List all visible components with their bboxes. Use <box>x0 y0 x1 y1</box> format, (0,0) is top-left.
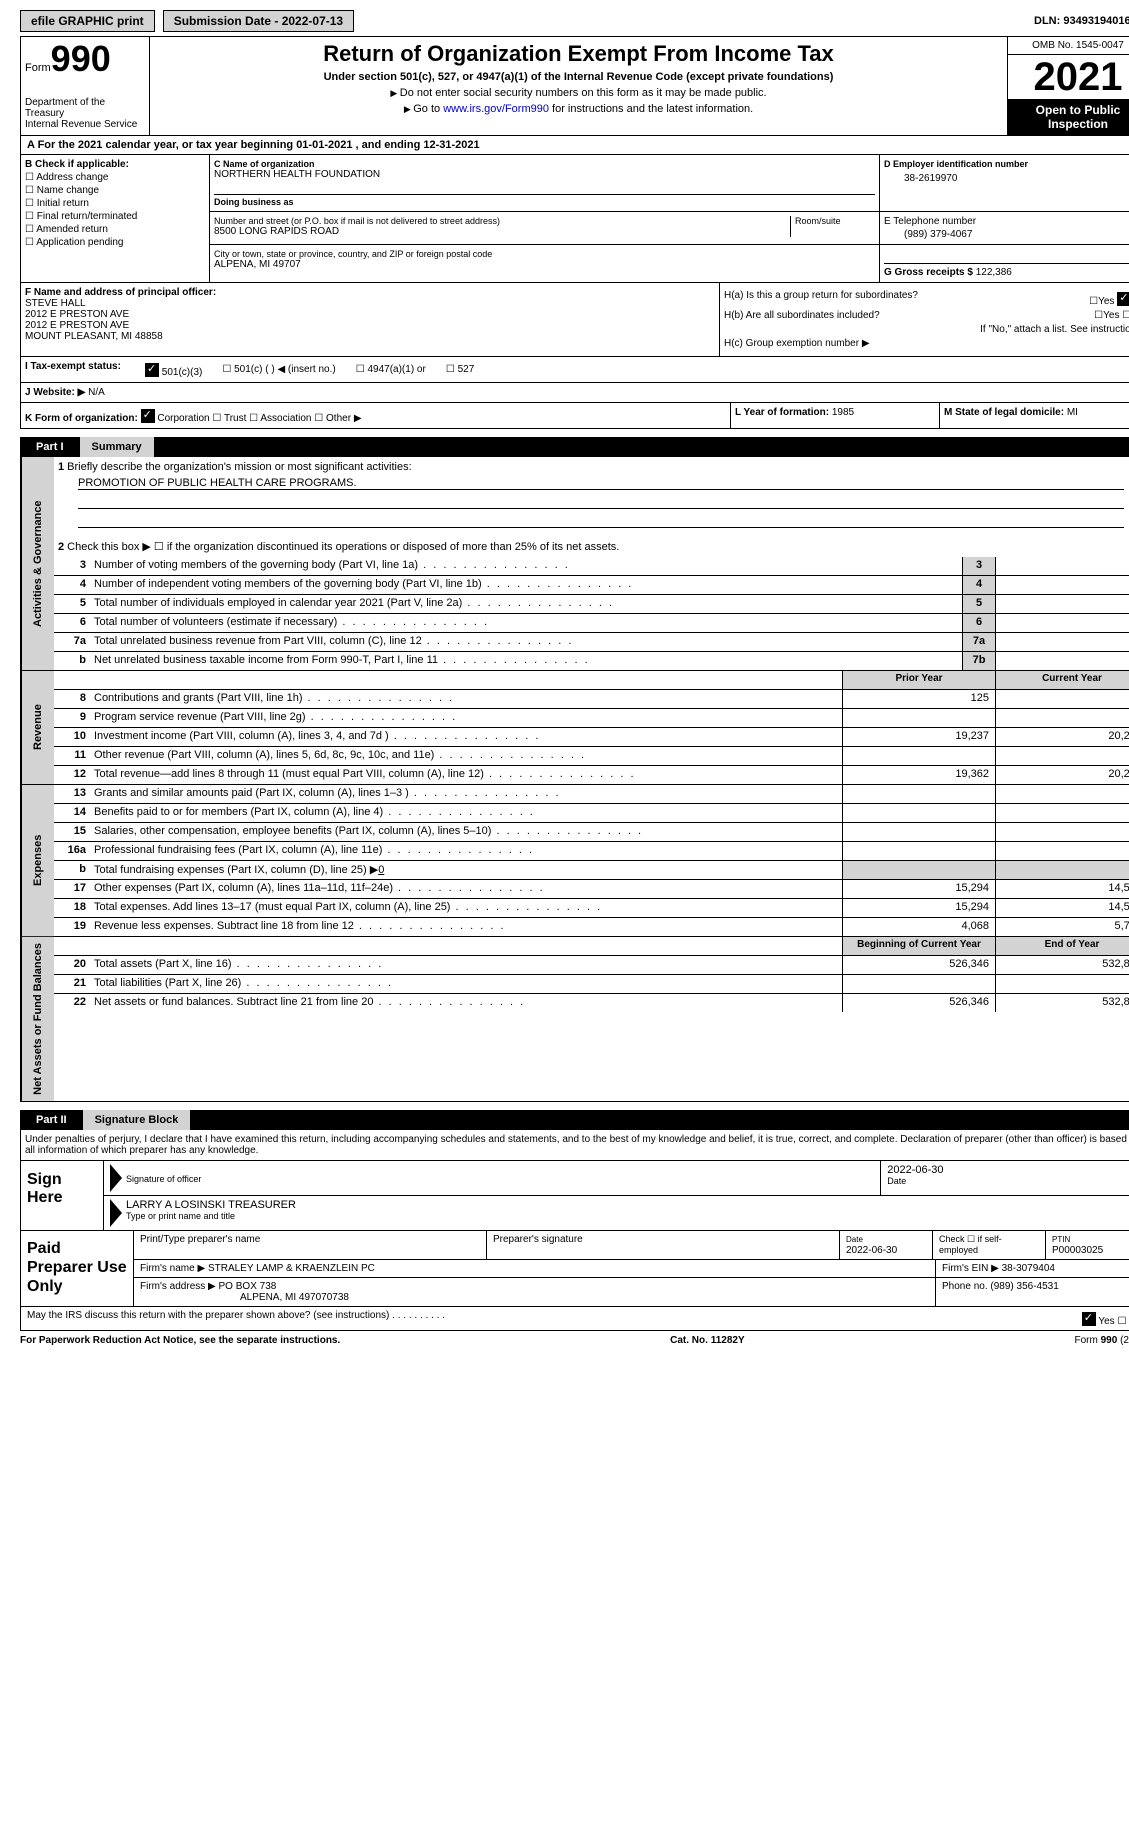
summary-line: bTotal fundraising expenses (Part IX, co… <box>54 861 1129 880</box>
form-header: Form990 Department of the Treasury Inter… <box>20 36 1129 136</box>
summary-line: 18Total expenses. Add lines 13–17 (must … <box>54 899 1129 918</box>
chk-initial-return[interactable]: ☐ Initial return <box>25 198 205 209</box>
chk-527[interactable]: ☐ 527 <box>446 364 474 375</box>
chk-app-pending[interactable]: ☐ Application pending <box>25 237 205 248</box>
form-title: Return of Organization Exempt From Incom… <box>154 41 1003 67</box>
summary-line: 15Salaries, other compensation, employee… <box>54 823 1129 842</box>
summary-section: RevenuePrior YearCurrent Year8Contributi… <box>20 671 1129 785</box>
dept-treasury: Department of the Treasury Internal Reve… <box>25 97 145 130</box>
summary-line: 7aTotal unrelated business revenue from … <box>54 633 1129 652</box>
section-side-label: Revenue <box>21 671 54 784</box>
box-i-status: I Tax-exempt status: 501(c)(3) ☐ 501(c) … <box>20 357 1129 383</box>
chk-discuss-yes[interactable] <box>1082 1312 1096 1326</box>
submission-date: Submission Date - 2022-07-13 <box>163 10 354 32</box>
irs-discuss-row: May the IRS discuss this return with the… <box>20 1307 1129 1331</box>
part-i-header: Part I Summary <box>20 437 1129 457</box>
omb-number: OMB No. 1545-0047 <box>1008 37 1129 55</box>
summary-line: 17Other expenses (Part IX, column (A), l… <box>54 880 1129 899</box>
section-side-label: Net Assets or Fund Balances <box>21 937 54 1101</box>
box-g-receipts: G Gross receipts $ 122,386 <box>879 245 1129 282</box>
irs-link[interactable]: www.irs.gov/Form990 <box>443 103 549 115</box>
summary-section: Expenses13Grants and similar amounts pai… <box>20 785 1129 937</box>
summary-line: 13Grants and similar amounts paid (Part … <box>54 785 1129 804</box>
summary-line: 3Number of voting members of the governi… <box>54 557 1129 576</box>
chk-501c[interactable]: ☐ 501(c) ( ) ◀ (insert no.) <box>222 364 335 375</box>
sign-here-block: Sign Here Signature of officer 2022-06-3… <box>20 1161 1129 1231</box>
box-l-year: L Year of formation: 1985 <box>730 403 939 428</box>
paperwork-notice: For Paperwork Reduction Act Notice, see … <box>20 1331 1129 1350</box>
box-m-state: M State of legal domicile: MI <box>939 403 1129 428</box>
open-public: Open to Public Inspection <box>1008 99 1129 135</box>
row-a-period: A For the 2021 calendar year, or tax yea… <box>20 136 1129 155</box>
chk-name-change[interactable]: ☐ Name change <box>25 185 205 196</box>
box-f-officer: F Name and address of principal officer:… <box>21 283 719 356</box>
section-side-label: Expenses <box>21 785 54 936</box>
chk-corp[interactable] <box>141 409 155 423</box>
summary-line: 20Total assets (Part X, line 16)526,3465… <box>54 956 1129 975</box>
part-ii-header: Part II Signature Block <box>20 1110 1129 1130</box>
note-goto: Go to www.irs.gov/Form990 for instructio… <box>154 103 1003 115</box>
dln: DLN: 93493194016242 <box>1034 15 1129 27</box>
chk-final-return[interactable]: ☐ Final return/terminated <box>25 211 205 222</box>
chk-4947[interactable]: ☐ 4947(a)(1) or <box>356 364 426 375</box>
chk-501c3[interactable]: 501(c)(3) <box>145 361 202 378</box>
form-subtitle: Under section 501(c), 527, or 4947(a)(1)… <box>154 71 1003 83</box>
form-word: Form <box>25 62 51 74</box>
box-b: B Check if applicable: ☐ Address change … <box>21 155 210 282</box>
box-c-city: City or town, state or province, country… <box>210 245 879 282</box>
form-number: 990 <box>51 38 111 79</box>
summary-line: 11Other revenue (Part VIII, column (A), … <box>54 747 1129 766</box>
box-c-address: Number and street (or P.O. box if mail i… <box>210 212 879 244</box>
summary-line: 19Revenue less expenses. Subtract line 1… <box>54 918 1129 936</box>
summary-line: 16aProfessional fundraising fees (Part I… <box>54 842 1129 861</box>
section-side-label: Activities & Governance <box>21 457 54 670</box>
perjury-statement: Under penalties of perjury, I declare th… <box>20 1130 1129 1161</box>
summary-line: 4Number of independent voting members of… <box>54 576 1129 595</box>
paid-preparer-block: Paid Preparer Use Only Print/Type prepar… <box>20 1231 1129 1307</box>
box-d-ein: D Employer identification number 38-2619… <box>879 155 1129 211</box>
box-h: H(a) Is this a group return for subordin… <box>719 283 1129 356</box>
summary-line: 5Total number of individuals employed in… <box>54 595 1129 614</box>
chk-amended[interactable]: ☐ Amended return <box>25 224 205 235</box>
summary-line: 8Contributions and grants (Part VIII, li… <box>54 690 1129 709</box>
box-e-phone: E Telephone number (989) 379-4067 <box>879 212 1129 244</box>
box-j-website: J Website: ▶ N/A <box>20 383 1129 403</box>
summary-line: 21Total liabilities (Part X, line 26)0 <box>54 975 1129 994</box>
summary-line: 6Total number of volunteers (estimate if… <box>54 614 1129 633</box>
summary-section: Net Assets or Fund BalancesBeginning of … <box>20 937 1129 1102</box>
summary-line: 9Program service revenue (Part VIII, lin… <box>54 709 1129 728</box>
summary-line: 12Total revenue—add lines 8 through 11 (… <box>54 766 1129 784</box>
summary-line: 22Net assets or fund balances. Subtract … <box>54 994 1129 1012</box>
summary-line: 14Benefits paid to or for members (Part … <box>54 804 1129 823</box>
tax-year: 2021 <box>1008 55 1129 99</box>
top-bar: efile GRAPHIC print Submission Date - 20… <box>20 10 1129 32</box>
summary-section: Activities & Governance1 Briefly describ… <box>20 457 1129 671</box>
efile-button[interactable]: efile GRAPHIC print <box>20 10 155 32</box>
summary-line: bNet unrelated business taxable income f… <box>54 652 1129 670</box>
note-ssn: Do not enter social security numbers on … <box>154 87 1003 99</box>
summary-line: 10Investment income (Part VIII, column (… <box>54 728 1129 747</box>
box-k-org-form: K Form of organization: Corporation ☐ Tr… <box>21 403 730 428</box>
chk-address-change[interactable]: ☐ Address change <box>25 172 205 183</box>
box-c-name: C Name of organization NORTHERN HEALTH F… <box>210 155 879 211</box>
